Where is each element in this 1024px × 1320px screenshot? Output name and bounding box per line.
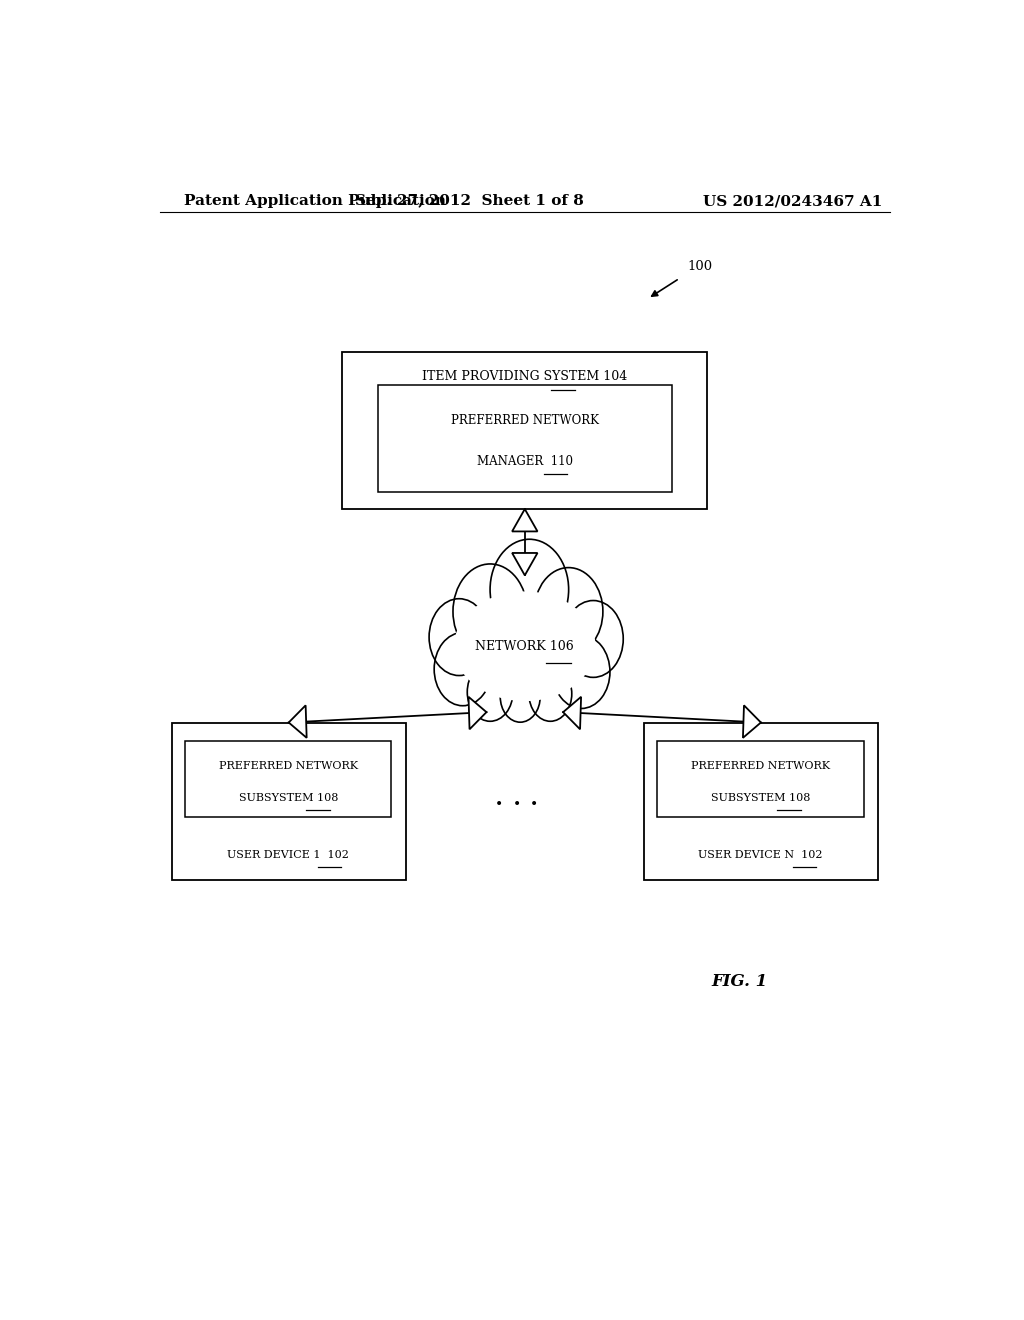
Bar xyxy=(378,385,672,492)
Circle shape xyxy=(467,663,513,721)
Text: SUBSYSTEM 108: SUBSYSTEM 108 xyxy=(239,793,338,803)
Circle shape xyxy=(429,599,489,676)
Text: USER DEVICE 1  102: USER DEVICE 1 102 xyxy=(227,850,349,859)
Text: US 2012/0243467 A1: US 2012/0243467 A1 xyxy=(702,194,882,209)
Text: •: • xyxy=(513,797,521,810)
Polygon shape xyxy=(512,553,538,576)
Text: •: • xyxy=(496,797,504,810)
Text: 100: 100 xyxy=(687,260,713,273)
Polygon shape xyxy=(469,697,486,729)
Bar xyxy=(657,741,863,817)
Bar xyxy=(342,351,708,510)
Circle shape xyxy=(563,601,624,677)
Text: SUBSYSTEM 108: SUBSYSTEM 108 xyxy=(711,793,810,803)
Polygon shape xyxy=(743,705,761,738)
Circle shape xyxy=(490,540,568,640)
Bar xyxy=(185,741,391,817)
Text: USER DEVICE N  102: USER DEVICE N 102 xyxy=(698,850,822,859)
Circle shape xyxy=(501,671,541,722)
Polygon shape xyxy=(289,705,306,738)
Polygon shape xyxy=(512,510,538,532)
Polygon shape xyxy=(563,697,581,729)
Circle shape xyxy=(553,635,610,709)
Bar xyxy=(644,722,878,880)
Text: MANAGER  110: MANAGER 110 xyxy=(477,455,572,469)
Text: Sep. 27, 2012  Sheet 1 of 8: Sep. 27, 2012 Sheet 1 of 8 xyxy=(354,194,584,209)
Text: FIG. 1: FIG. 1 xyxy=(711,973,767,990)
Text: NETWORK 106: NETWORK 106 xyxy=(475,640,574,653)
Text: •: • xyxy=(530,797,539,810)
Text: PREFERRED NETWORK: PREFERRED NETWORK xyxy=(219,760,357,771)
Circle shape xyxy=(453,564,527,659)
Ellipse shape xyxy=(454,591,596,701)
Text: PREFERRED NETWORK: PREFERRED NETWORK xyxy=(691,760,830,771)
Circle shape xyxy=(535,568,603,656)
Bar xyxy=(172,722,406,880)
Circle shape xyxy=(434,632,492,706)
Text: ITEM PROVIDING SYSTEM 104: ITEM PROVIDING SYSTEM 104 xyxy=(422,371,628,383)
Text: PREFERRED NETWORK: PREFERRED NETWORK xyxy=(451,413,599,426)
Text: Patent Application Publication: Patent Application Publication xyxy=(183,194,445,209)
Circle shape xyxy=(529,667,571,721)
